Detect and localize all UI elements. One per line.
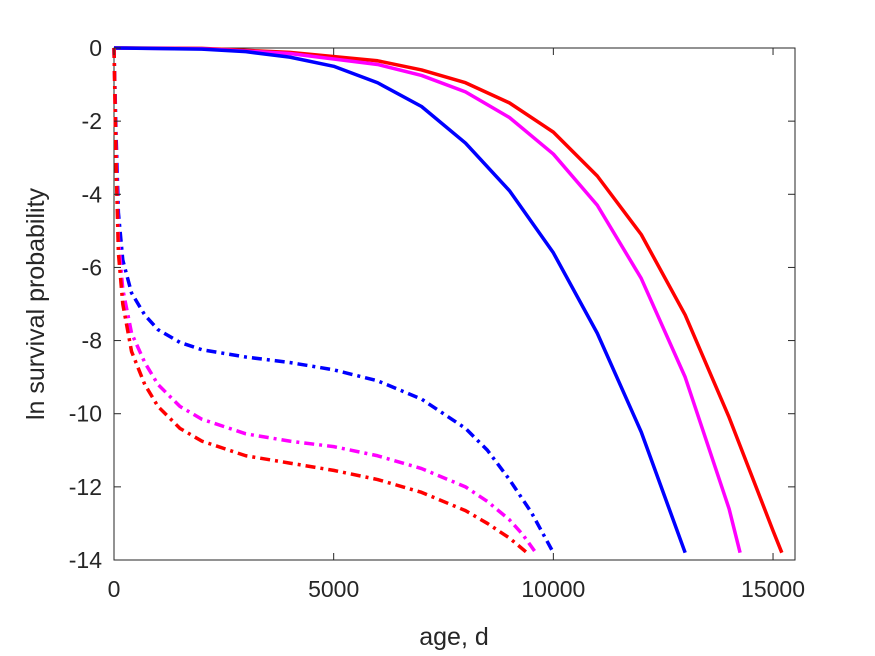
series-layer (112, 46, 784, 555)
y-tick-label: -10 (69, 401, 102, 427)
y-tick-label: -2 (82, 108, 102, 134)
y-tick-label: -12 (69, 474, 102, 500)
x-axis-label: age, d (419, 623, 489, 651)
y-tick-label: -14 (69, 547, 102, 573)
y-tick-label: -6 (82, 254, 102, 280)
x-tick-label: 10000 (521, 576, 585, 602)
y-tick-label: 0 (89, 35, 102, 61)
series-line-6 (112, 47, 529, 555)
tick-layer: 0 5000 10000 15000 0 -2 -4 -6 -8 -10 -12 -14 (69, 35, 805, 602)
y-tick-label: -8 (82, 328, 102, 354)
y-axis-label: ln survival probability (22, 187, 50, 420)
series-line-3 (113, 46, 687, 554)
plot-area (113, 47, 796, 561)
series-line-5 (112, 47, 538, 554)
y-tick-label: -4 (82, 181, 103, 207)
x-tick-label: 15000 (741, 576, 805, 602)
series-line-4 (112, 47, 555, 554)
series-line-2 (113, 46, 742, 554)
x-tick-label: 0 (108, 576, 121, 602)
x-tick-label: 5000 (308, 576, 359, 602)
